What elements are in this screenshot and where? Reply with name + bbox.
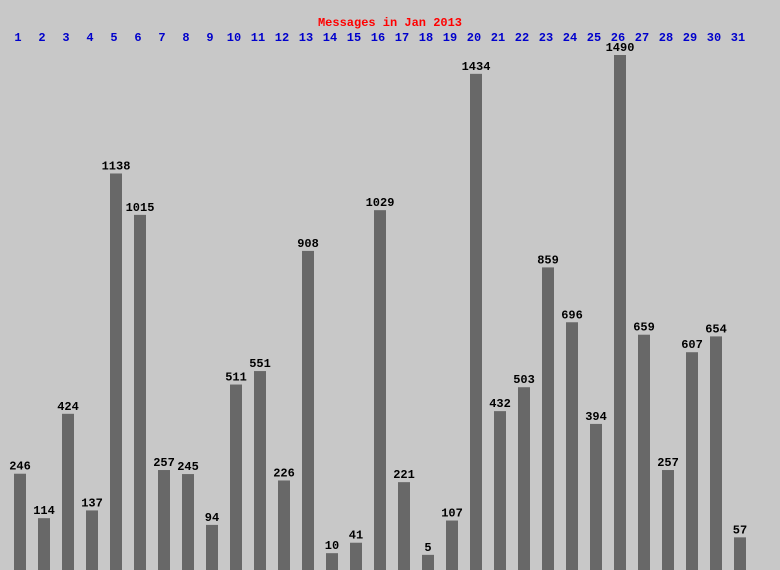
x-tick-label: 16: [371, 31, 385, 45]
bar: [62, 413, 74, 570]
value-label: 696: [561, 308, 583, 322]
x-tick-label: 17: [395, 31, 409, 45]
bar: [374, 210, 386, 570]
value-label: 5: [424, 541, 431, 555]
bar: [398, 482, 410, 570]
value-label: 10: [325, 539, 339, 553]
bar: [494, 411, 506, 570]
value-label: 859: [537, 253, 559, 267]
value-label: 551: [249, 357, 271, 371]
value-label: 1138: [102, 159, 131, 173]
bar: [710, 336, 722, 570]
x-tick-label: 27: [635, 31, 649, 45]
bar: [734, 537, 746, 570]
x-tick-label: 29: [683, 31, 697, 45]
x-tick-label: 1: [14, 31, 21, 45]
bar: [230, 384, 242, 570]
x-tick-label: 4: [86, 31, 93, 45]
x-tick-label: 25: [587, 31, 601, 45]
value-label: 654: [705, 322, 727, 336]
value-label: 511: [225, 371, 247, 385]
bar: [110, 173, 122, 570]
value-label: 659: [633, 321, 655, 335]
bar: [542, 267, 554, 570]
bar: [566, 322, 578, 570]
x-tick-label: 13: [299, 31, 313, 45]
bar: [422, 554, 434, 570]
bar: [302, 250, 314, 570]
bar: [134, 214, 146, 570]
x-tick-label: 8: [182, 31, 189, 45]
x-tick-label: 6: [134, 31, 141, 45]
bar: [662, 470, 674, 570]
x-tick-label: 15: [347, 31, 361, 45]
value-label: 1434: [462, 60, 491, 74]
bar: [182, 474, 194, 570]
value-label: 503: [513, 373, 535, 387]
bar: [614, 55, 626, 570]
value-label: 257: [657, 456, 679, 470]
x-tick-label: 22: [515, 31, 529, 45]
value-label: 1490: [606, 41, 635, 55]
value-label: 245: [177, 460, 199, 474]
x-tick-label: 23: [539, 31, 553, 45]
x-tick-label: 11: [251, 31, 265, 45]
x-tick-label: 10: [227, 31, 241, 45]
value-label: 57: [733, 523, 747, 537]
value-label: 41: [349, 529, 363, 543]
value-label: 94: [205, 511, 219, 525]
x-tick-label: 19: [443, 31, 457, 45]
x-tick-label: 12: [275, 31, 289, 45]
value-label: 226: [273, 466, 295, 480]
bar: [686, 352, 698, 570]
value-label: 137: [81, 496, 103, 510]
x-tick-label: 2: [38, 31, 45, 45]
x-tick-label: 18: [419, 31, 433, 45]
bar: [38, 518, 50, 570]
bar: [254, 371, 266, 570]
value-label: 607: [681, 338, 703, 352]
value-label: 1015: [126, 201, 155, 215]
value-label: 221: [393, 468, 415, 482]
x-tick-label: 31: [731, 31, 745, 45]
x-tick-label: 30: [707, 31, 721, 45]
bar: [86, 510, 98, 570]
chart-title: Messages in Jan 2013: [318, 16, 462, 30]
bar: [470, 73, 482, 570]
x-tick-label: 20: [467, 31, 481, 45]
x-tick-label: 28: [659, 31, 673, 45]
x-tick-label: 26: [611, 31, 625, 45]
value-label: 424: [57, 400, 79, 414]
bar: [638, 334, 650, 570]
value-label: 394: [585, 410, 607, 424]
bar: [350, 542, 362, 570]
x-tick-label: 21: [491, 31, 505, 45]
bar: [446, 520, 458, 570]
bar: [158, 470, 170, 570]
x-tick-label: 14: [323, 31, 337, 45]
x-tick-label: 9: [206, 31, 213, 45]
bar: [206, 524, 218, 570]
bar: [278, 480, 290, 570]
value-label: 1029: [366, 196, 395, 210]
x-tick-label: 3: [62, 31, 69, 45]
value-label: 246: [9, 460, 31, 474]
value-label: 432: [489, 397, 511, 411]
value-label: 257: [153, 456, 175, 470]
value-label: 107: [441, 507, 463, 521]
x-tick-label: 5: [110, 31, 117, 45]
x-tick-label: 7: [158, 31, 165, 45]
bar: [590, 423, 602, 570]
bar: [14, 473, 26, 570]
value-label: 114: [33, 504, 55, 518]
x-tick-label: 24: [563, 31, 577, 45]
value-label: 908: [297, 237, 319, 251]
bar: [326, 553, 338, 570]
bar: [518, 387, 530, 570]
